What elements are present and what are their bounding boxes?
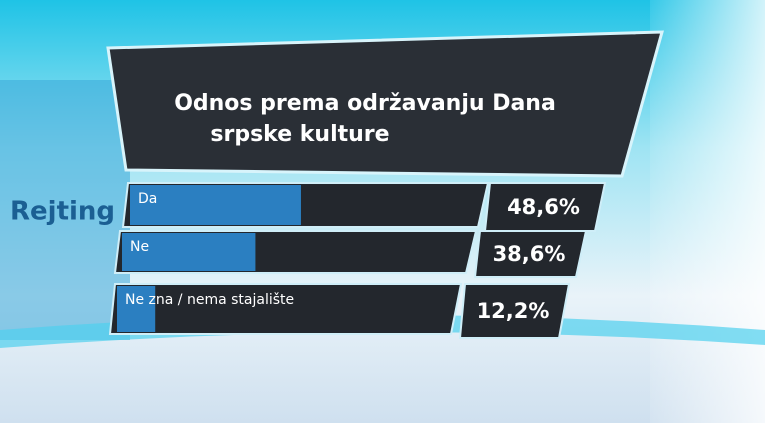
- value-label: 38,6%: [493, 242, 566, 266]
- title-box: [106, 30, 664, 178]
- value-label: 48,6%: [507, 195, 580, 219]
- bar: [117, 286, 156, 332]
- bar-track: [108, 283, 463, 335]
- value-box: [473, 230, 588, 278]
- value-box: [483, 182, 607, 232]
- chart-title: srpske kulture: [210, 122, 389, 147]
- logo: Rejting: [10, 197, 115, 227]
- backdrop-panel: [650, 0, 765, 423]
- value-box: [458, 283, 571, 339]
- category-label: Ne zna / nema stajalište: [125, 292, 294, 308]
- value-label: 12,2%: [477, 299, 550, 323]
- chart-title: Odnos prema održavanju Dana: [174, 91, 556, 116]
- bar: [130, 185, 301, 225]
- backdrop-panel: [0, 80, 130, 340]
- bar: [122, 233, 256, 271]
- category-label: Ne: [130, 239, 149, 255]
- category-label: Da: [138, 191, 157, 207]
